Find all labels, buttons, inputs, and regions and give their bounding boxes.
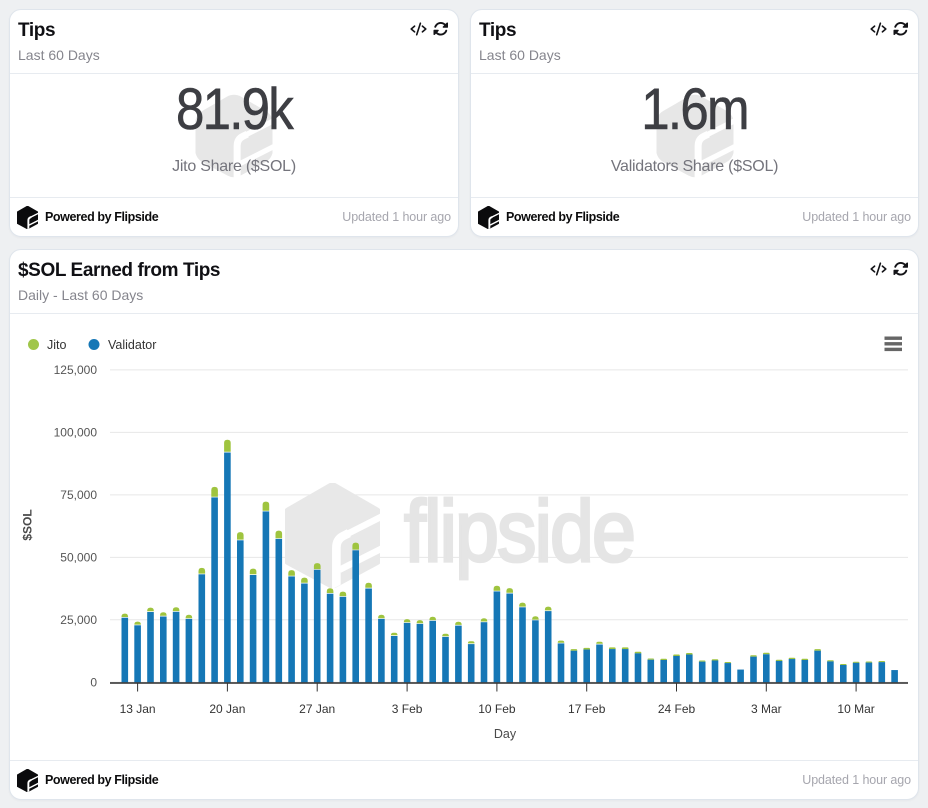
svg-text:10 Mar: 10 Mar [837,702,874,716]
svg-text:75,000: 75,000 [60,488,97,502]
svg-text:3 Mar: 3 Mar [751,702,782,716]
svg-text:27 Jan: 27 Jan [299,702,335,716]
svg-text:Jito: Jito [47,338,67,352]
svg-text:125,000: 125,000 [54,363,98,377]
svg-text:flipside: flipside [404,483,634,580]
svg-text:17 Feb: 17 Feb [568,702,606,716]
svg-text:0: 0 [90,675,97,689]
svg-text:$SOL: $SOL [21,509,35,540]
svg-text:24 Feb: 24 Feb [658,702,696,716]
svg-text:100,000: 100,000 [54,425,98,439]
svg-text:13 Jan: 13 Jan [120,702,156,716]
svg-text:Day: Day [494,727,517,741]
svg-text:25,000: 25,000 [60,613,97,627]
svg-text:50,000: 50,000 [60,550,97,564]
svg-text:20 Jan: 20 Jan [209,702,245,716]
svg-text:10 Feb: 10 Feb [478,702,516,716]
svg-text:3 Feb: 3 Feb [392,702,423,716]
svg-text:Validator: Validator [108,338,156,352]
